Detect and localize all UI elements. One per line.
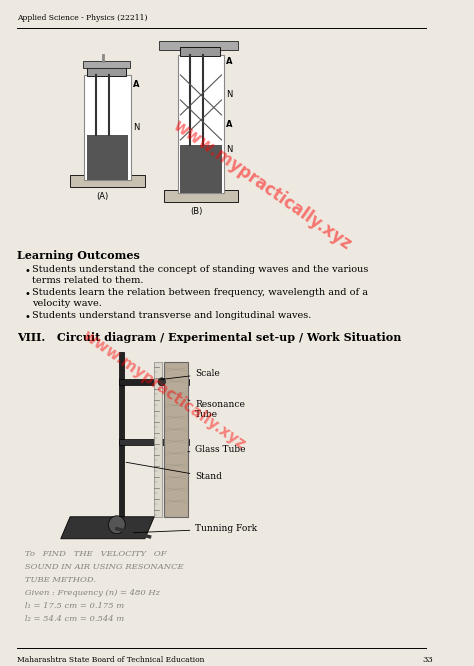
Bar (164, 362, 188, 517)
Text: To   FIND   THE   VELOCITY   OF: To FIND THE VELOCITY OF (17, 549, 166, 557)
Text: Stand: Stand (126, 462, 222, 482)
Bar (181, 145, 221, 193)
Text: SOUND IN AIR USING RESONANCE: SOUND IN AIR USING RESONANCE (17, 563, 183, 571)
Bar (87, 135, 128, 180)
Bar (159, 41, 238, 50)
Text: A: A (226, 120, 233, 129)
Text: VIII.   Circuit diagram / Experimental set-up / Work Situation: VIII. Circuit diagram / Experimental set… (17, 332, 401, 343)
Circle shape (158, 378, 165, 386)
Text: l₁ = 17.5 cm = 0.175 m: l₁ = 17.5 cm = 0.175 m (17, 601, 124, 610)
Bar (118, 379, 189, 385)
Text: www.mypractically.xyz: www.mypractically.xyz (169, 117, 355, 254)
Text: Students understand transverse and longitudinal waves.: Students understand transverse and longi… (32, 311, 311, 320)
Text: Resonance
Tube: Resonance Tube (188, 400, 245, 419)
Circle shape (109, 515, 125, 533)
Text: Students understand the concept of standing waves and the various: Students understand the concept of stand… (32, 265, 368, 274)
Text: Learning Outcomes: Learning Outcomes (17, 250, 140, 261)
Bar (83, 61, 130, 68)
Text: TUBE METHOD.: TUBE METHOD. (17, 575, 96, 583)
Text: Glass Tube: Glass Tube (188, 446, 246, 454)
Text: l₂ = 54.4 cm = 0.544 m: l₂ = 54.4 cm = 0.544 m (17, 615, 124, 623)
Text: •: • (24, 312, 30, 322)
Text: Given : Frequency (n) = 480 Hz: Given : Frequency (n) = 480 Hz (17, 589, 160, 597)
Text: Students learn the relation between frequency, wavelength and of a: Students learn the relation between freq… (32, 288, 368, 297)
Text: (A): (A) (97, 192, 109, 201)
Bar (154, 362, 162, 517)
Bar (118, 439, 189, 445)
Text: Tunning Fork: Tunning Fork (134, 524, 257, 533)
Text: A: A (133, 80, 139, 89)
Text: N: N (226, 145, 233, 154)
Bar (70, 175, 145, 187)
Text: 33: 33 (422, 656, 433, 664)
Text: www.mypractically.xyz: www.mypractically.xyz (79, 328, 248, 452)
Bar (84, 75, 131, 180)
Text: •: • (24, 289, 30, 299)
Text: •: • (24, 266, 30, 276)
Text: Applied Science - Physics (22211): Applied Science - Physics (22211) (17, 14, 147, 22)
Bar (164, 190, 238, 202)
Text: N: N (133, 123, 139, 132)
Text: A: A (226, 57, 233, 66)
Bar (87, 67, 126, 76)
Text: velocity wave.: velocity wave. (32, 299, 101, 308)
Bar (178, 55, 224, 193)
Text: terms related to them.: terms related to them. (32, 276, 143, 285)
Bar (181, 47, 219, 56)
Text: Scale: Scale (161, 370, 220, 380)
Text: Maharashtra State Board of Technical Education: Maharashtra State Board of Technical Edu… (17, 656, 204, 664)
Text: N: N (226, 90, 233, 99)
Bar (118, 352, 124, 521)
Polygon shape (61, 517, 154, 539)
Text: (B): (B) (190, 207, 202, 216)
